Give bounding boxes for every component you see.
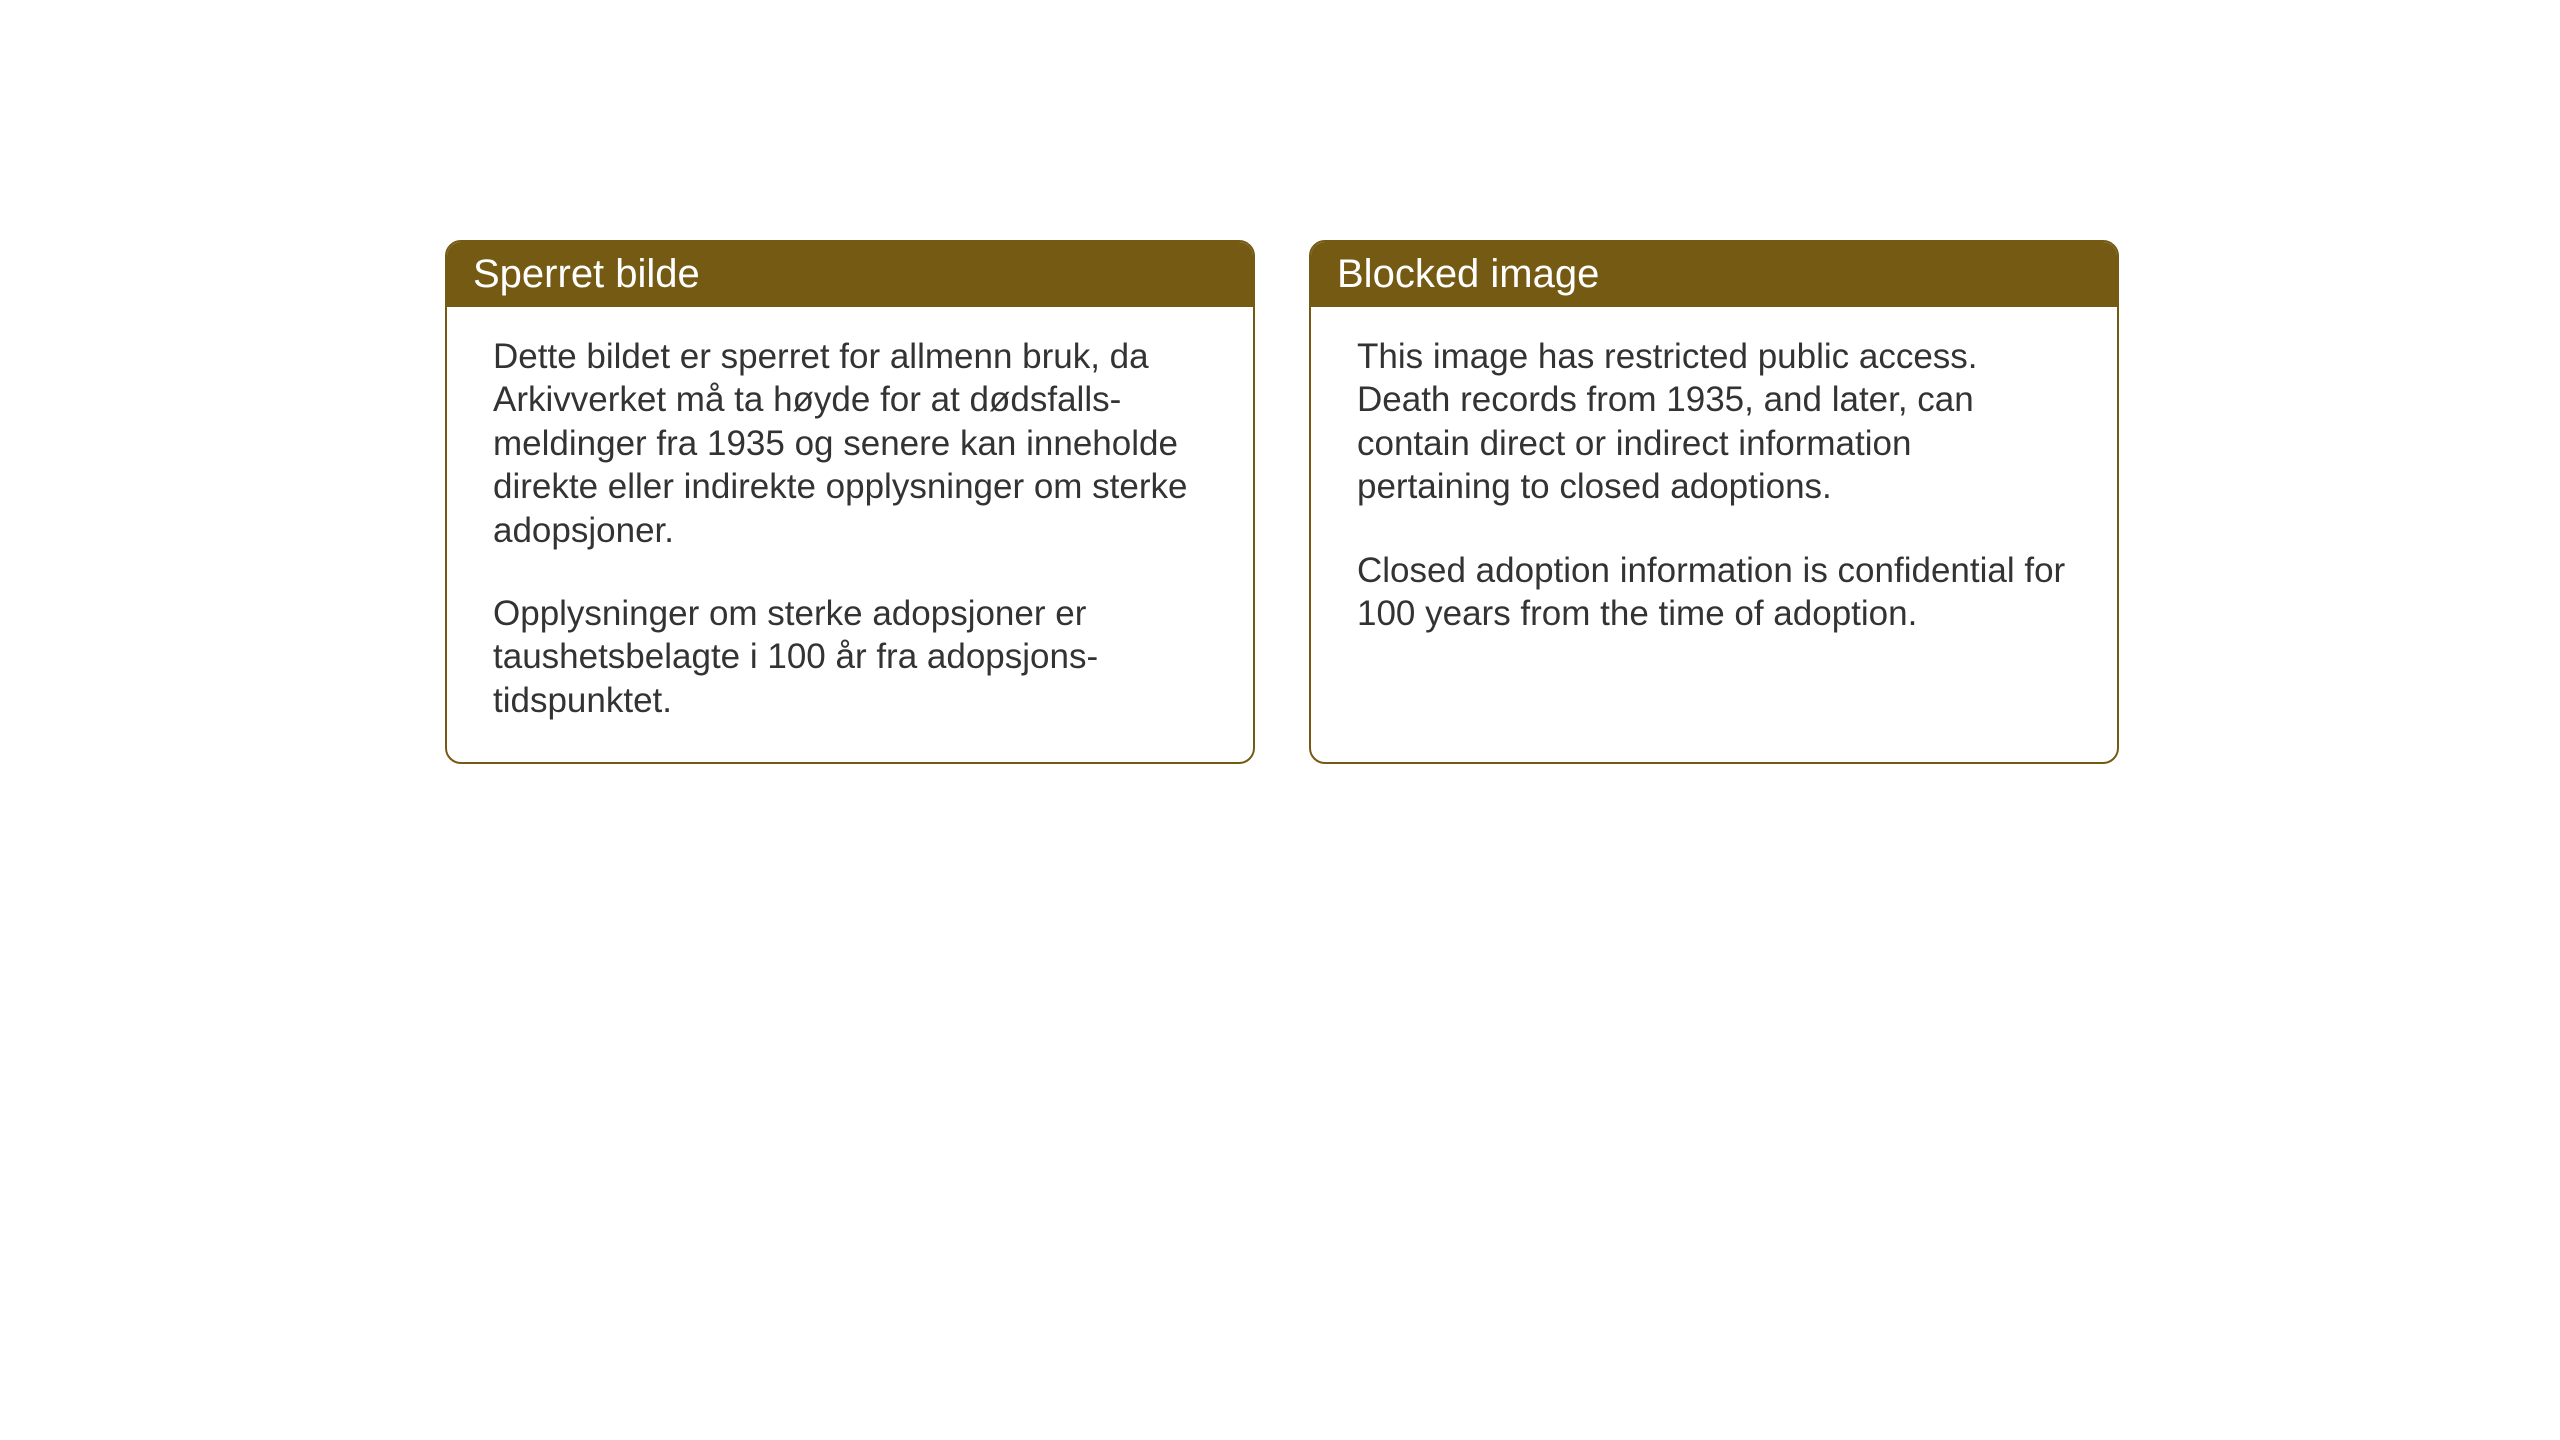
card-title-english: Blocked image: [1337, 252, 1599, 296]
card-body-norwegian: Dette bildet er sperret for allmenn bruk…: [447, 307, 1253, 762]
card-paragraph-1-norwegian: Dette bildet er sperret for allmenn bruk…: [493, 335, 1207, 552]
card-body-english: This image has restricted public access.…: [1311, 307, 2117, 747]
card-title-norwegian: Sperret bilde: [473, 252, 700, 296]
card-header-english: Blocked image: [1311, 242, 2117, 307]
card-paragraph-2-english: Closed adoption information is confident…: [1357, 549, 2071, 636]
card-paragraph-2-norwegian: Opplysninger om sterke adopsjoner er tau…: [493, 592, 1207, 722]
notice-card-norwegian: Sperret bilde Dette bildet er sperret fo…: [445, 240, 1255, 764]
notice-container: Sperret bilde Dette bildet er sperret fo…: [445, 240, 2119, 764]
card-header-norwegian: Sperret bilde: [447, 242, 1253, 307]
card-paragraph-1-english: This image has restricted public access.…: [1357, 335, 2071, 509]
notice-card-english: Blocked image This image has restricted …: [1309, 240, 2119, 764]
